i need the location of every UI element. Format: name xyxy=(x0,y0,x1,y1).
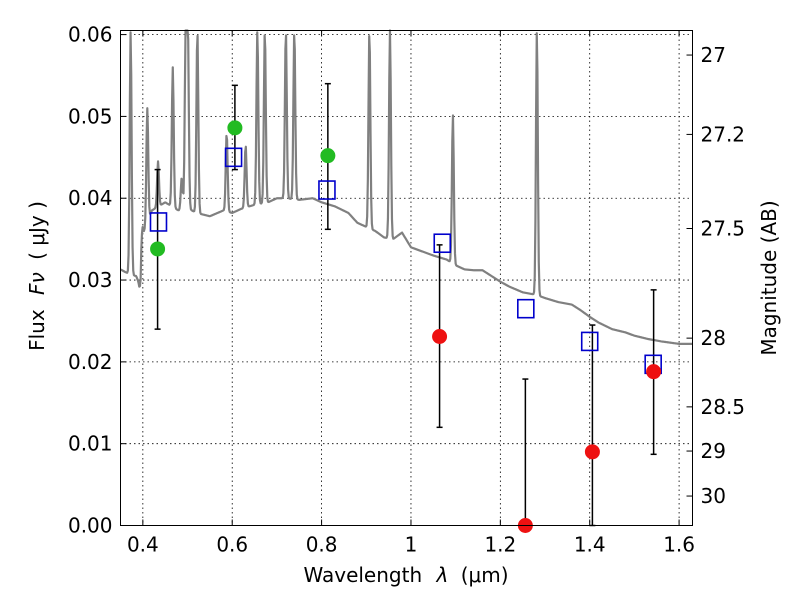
mag-tick-label: 28 xyxy=(701,326,726,350)
x-tick-label: 0.8 xyxy=(306,533,338,557)
y-axis-label: Flux Fν ( μJy ) xyxy=(25,201,49,351)
y-tick-label: 0.06 xyxy=(68,23,113,47)
mag-tick-label: 27.2 xyxy=(701,122,746,146)
model-square xyxy=(580,331,599,352)
mag-tick-label: 27.5 xyxy=(701,217,746,241)
model-square xyxy=(318,180,336,200)
plot-frame xyxy=(120,30,693,526)
y2-axis-label: Magnitude (AB) xyxy=(757,200,781,355)
point-layer xyxy=(150,120,662,533)
y-tick-label: 0.02 xyxy=(68,350,113,374)
grid-layer xyxy=(120,30,693,526)
observed-red-point xyxy=(584,444,600,460)
observed-green-point xyxy=(227,120,243,136)
observed-red-point xyxy=(646,364,662,380)
x-tick-label: 0.6 xyxy=(216,533,248,557)
mag-tick-label: 30 xyxy=(701,484,726,508)
y-tick-label: 0.04 xyxy=(68,186,113,210)
y-tick-label: 0.01 xyxy=(68,432,113,456)
x-tick-label: 0.4 xyxy=(127,533,159,557)
y-tick-label: 0.03 xyxy=(68,268,113,292)
x-axis-label: Wavelength λ (μm) xyxy=(303,563,508,587)
sed-layer xyxy=(119,29,693,345)
model-square xyxy=(149,212,168,232)
mag-tick-label: 29 xyxy=(701,439,726,463)
y-axis-label-symbol: Fν xyxy=(25,272,49,295)
observed-green-point xyxy=(320,148,336,164)
x-tick-label: 1.4 xyxy=(574,533,606,557)
model-square xyxy=(224,147,243,168)
x-tick-label: 1 xyxy=(405,533,418,557)
y-tick-label: 0.00 xyxy=(68,514,113,538)
x-tick-label: 1.2 xyxy=(484,533,516,557)
x-axis-label-unit: (μm) xyxy=(461,563,509,587)
sed-spectrum-line xyxy=(119,29,693,345)
mag-tick-label: 27 xyxy=(701,43,726,67)
mag-tick-label: 28.5 xyxy=(701,395,746,419)
x-axis-label-main: Wavelength xyxy=(303,563,422,587)
tick-layer: 0.4 0.6 0.8 1 1.2 1.4 1.6 0.00 0.01 0.02 0.03 0.04 0… xyxy=(68,23,745,557)
model-square xyxy=(433,233,452,254)
x-tick-label: 1.6 xyxy=(663,533,695,557)
x-axis-label-symbol: λ xyxy=(436,563,449,587)
y-axis-label-main: Flux xyxy=(25,309,49,351)
observed-red-point xyxy=(432,329,448,344)
model-square xyxy=(517,298,535,319)
y-tick-label: 0.05 xyxy=(68,104,113,128)
y-axis-label-unit: ( μJy ) xyxy=(25,201,49,260)
observed-green-point xyxy=(150,241,166,257)
